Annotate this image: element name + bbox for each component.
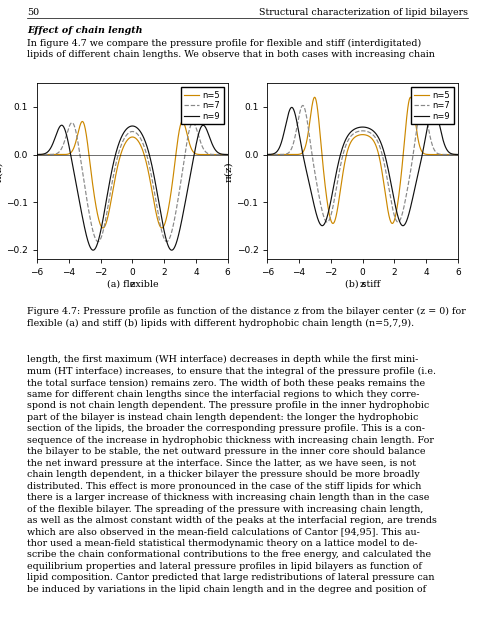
Line: n=5: n=5 (267, 97, 458, 223)
n=5 (139, 143, 145, 151)
Text: Effect of chain length: Effect of chain length (27, 26, 143, 35)
n=5 (365, 132, 371, 140)
n=7 (34, 150, 40, 158)
Line: n=9: n=9 (37, 125, 228, 250)
n=5 (297, 150, 302, 158)
n=7 (290, 142, 296, 150)
n=5 (100, 224, 106, 232)
X-axis label: z: z (130, 280, 135, 289)
n=5 (66, 150, 72, 157)
n=5 (117, 153, 123, 161)
n=7 (347, 133, 353, 141)
Legend: n=5, n=7, n=9: n=5, n=7, n=9 (411, 88, 454, 124)
Text: Figure 4.7: Pressure profile as function of the distance z from the bilayer cent: Figure 4.7: Pressure profile as function… (27, 307, 466, 328)
n=9 (347, 129, 353, 136)
n=9 (58, 122, 64, 129)
n=9 (365, 124, 371, 132)
n=7 (329, 208, 335, 216)
n=5 (59, 150, 65, 158)
n=5 (99, 223, 104, 231)
n=9 (369, 126, 375, 134)
Line: n=7: n=7 (267, 106, 458, 222)
n=9 (34, 150, 40, 158)
n=5 (329, 218, 335, 226)
n=5 (347, 140, 353, 147)
n=9 (290, 104, 296, 112)
n=9 (329, 193, 335, 200)
n=5 (369, 134, 375, 142)
Text: Structural characterization of lipid bilayers: Structural characterization of lipid bil… (259, 8, 468, 17)
n=9 (99, 223, 104, 230)
n=9 (117, 136, 123, 144)
n=7 (59, 143, 65, 150)
n=7 (300, 102, 306, 109)
n=9 (297, 132, 302, 140)
n=7 (324, 218, 330, 226)
Y-axis label: π(z): π(z) (0, 161, 3, 182)
n=9 (264, 150, 270, 158)
Text: In figure 4.7 we compare the pressure profile for flexible and stiff (interdigit: In figure 4.7 we compare the pressure pr… (27, 38, 435, 59)
n=9 (400, 222, 406, 230)
n=5 (407, 93, 413, 101)
n=7 (139, 136, 145, 144)
n=9 (66, 144, 72, 152)
Line: n=5: n=5 (37, 122, 228, 228)
n=9 (90, 246, 96, 254)
n=9 (289, 104, 295, 111)
X-axis label: z: z (360, 280, 365, 289)
n=7 (369, 130, 375, 138)
n=5 (80, 118, 86, 125)
n=5 (264, 150, 270, 158)
n=5 (34, 150, 40, 158)
n=5 (455, 150, 461, 158)
n=9 (455, 150, 461, 158)
n=9 (225, 150, 231, 158)
n=5 (135, 136, 141, 144)
Y-axis label: π(z): π(z) (225, 161, 234, 182)
n=7 (225, 150, 231, 158)
n=9 (135, 124, 141, 132)
n=7 (66, 123, 72, 131)
n=7 (455, 150, 461, 158)
Text: (b) stiff: (b) stiff (345, 280, 380, 289)
n=9 (59, 122, 65, 129)
n=7 (264, 150, 270, 158)
Text: 50: 50 (27, 8, 39, 17)
n=7 (69, 119, 75, 127)
n=7 (117, 145, 123, 152)
Legend: n=5, n=7, n=9: n=5, n=7, n=9 (181, 88, 224, 124)
Line: n=9: n=9 (267, 108, 458, 226)
n=7 (99, 232, 104, 240)
n=7 (365, 128, 371, 136)
n=7 (95, 237, 101, 245)
Text: (a) flexible: (a) flexible (106, 280, 158, 289)
n=5 (290, 150, 296, 158)
n=9 (139, 130, 145, 138)
n=7 (297, 111, 302, 118)
n=5 (225, 150, 231, 158)
Text: length, the first maximum (WH interface) decreases in depth while the first mini: length, the first maximum (WH interface)… (27, 355, 437, 594)
n=5 (330, 220, 336, 227)
Line: n=7: n=7 (37, 123, 228, 241)
n=7 (135, 131, 141, 138)
